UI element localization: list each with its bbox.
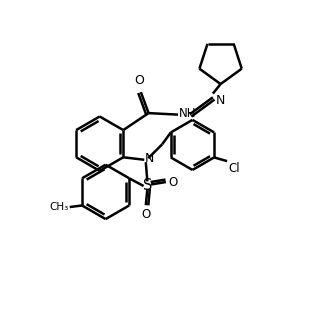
Text: O: O [134,74,144,87]
Text: NH: NH [179,107,196,120]
Text: O: O [168,176,177,188]
Text: O: O [142,208,151,221]
Text: S: S [143,178,152,193]
Text: N: N [145,152,155,165]
Text: Cl: Cl [228,162,240,175]
Text: N: N [215,94,225,107]
Text: CH₃: CH₃ [49,202,68,212]
